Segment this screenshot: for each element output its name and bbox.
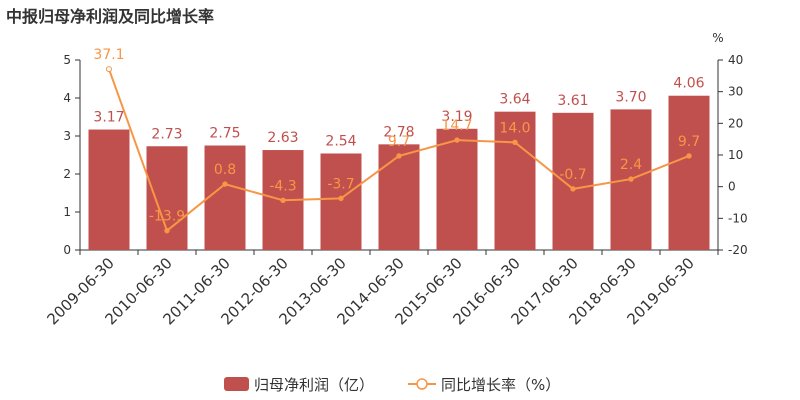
legend-bar-swatch[interactable] [224, 377, 249, 391]
growth-point [512, 139, 518, 146]
y-left-tick-label: 2 [63, 167, 71, 181]
bar-data-label: 3.61 [557, 93, 588, 109]
chart-title: 中报归母净利润及同比增长率 [6, 7, 215, 26]
bar-data-label: 2.75 [209, 126, 240, 142]
growth-data-label: -3.7 [327, 176, 354, 192]
bar [436, 128, 478, 250]
bar [320, 153, 362, 250]
growth-data-label: 9.7 [678, 134, 700, 150]
legend-bar-label[interactable]: 归母净利润（亿） [254, 376, 374, 394]
growth-data-label: -0.7 [559, 167, 586, 183]
bar [146, 146, 188, 250]
growth-data-label: 14.0 [499, 120, 530, 136]
growth-point [396, 153, 402, 159]
legend-line-marker[interactable] [416, 378, 428, 390]
bar-data-label: 3.70 [615, 89, 646, 105]
bar [378, 144, 420, 250]
y-left-tick-label: 4 [63, 91, 71, 105]
y-right-tick-label: 40 [728, 53, 743, 67]
bar-data-label: 2.78 [383, 124, 414, 140]
y-right-tick-label: -10 [728, 211, 748, 225]
growth-data-label: 9.7 [388, 134, 410, 150]
bar-data-label: 2.63 [267, 130, 298, 146]
growth-data-label: 37.1 [93, 47, 124, 63]
growth-data-label: 0.8 [214, 162, 236, 178]
y-left-tick-label: 1 [63, 205, 71, 219]
legend-line-label[interactable]: 同比增长率（%） [441, 376, 560, 394]
bar-data-label: 3.19 [441, 109, 472, 125]
growth-data-label: -4.3 [269, 178, 296, 194]
line-labels: 37.1 -13.9 0.8 -4.3 -3.7 9.7 14.7 14.0 -0.7 2.4 9.… [93, 47, 700, 225]
growth-data-label: -13.9 [149, 209, 185, 225]
y-right-unit: % [712, 31, 723, 45]
growth-point [338, 195, 344, 202]
bar [494, 111, 536, 251]
growth-point [570, 186, 576, 192]
growth-point [686, 153, 692, 159]
growth-data-label: 14.7 [441, 118, 472, 134]
y-right-tick-label: 10 [728, 148, 743, 162]
y-left-tick-label: 0 [63, 243, 71, 257]
growth-point [628, 176, 634, 182]
y-right-tick-label: 20 [728, 116, 743, 130]
growth-point [164, 227, 170, 234]
legend[interactable]: 归母净利润（亿） 同比增长率（%） [224, 376, 560, 394]
y-left-tick-label: 5 [63, 53, 71, 67]
bar-data-label: 3.17 [93, 110, 124, 126]
bar-data-label: 2.73 [151, 126, 182, 142]
growth-point [106, 66, 112, 73]
bars [88, 95, 710, 251]
growth-data-label: 2.4 [620, 157, 642, 173]
bar [204, 145, 246, 250]
bar-labels: 3.17 2.73 2.75 2.63 2.54 2.78 3.19 3.64 3.61 3.70… [93, 76, 704, 150]
growth-point [454, 137, 460, 143]
y-right-tick-label: 30 [728, 85, 743, 99]
y-left-tick-label: 3 [63, 129, 71, 143]
bar-data-label: 4.06 [673, 76, 704, 92]
bar [668, 95, 710, 250]
bar [88, 129, 130, 250]
bar-data-label: 2.54 [325, 133, 356, 149]
bar-data-label: 3.64 [499, 92, 530, 108]
growth-point [280, 197, 286, 203]
growth-point [222, 181, 228, 187]
y-right-tick-label: 0 [728, 180, 736, 194]
bar [552, 112, 594, 250]
y-right-tick-label: -20 [728, 243, 748, 257]
line-series [106, 66, 692, 234]
